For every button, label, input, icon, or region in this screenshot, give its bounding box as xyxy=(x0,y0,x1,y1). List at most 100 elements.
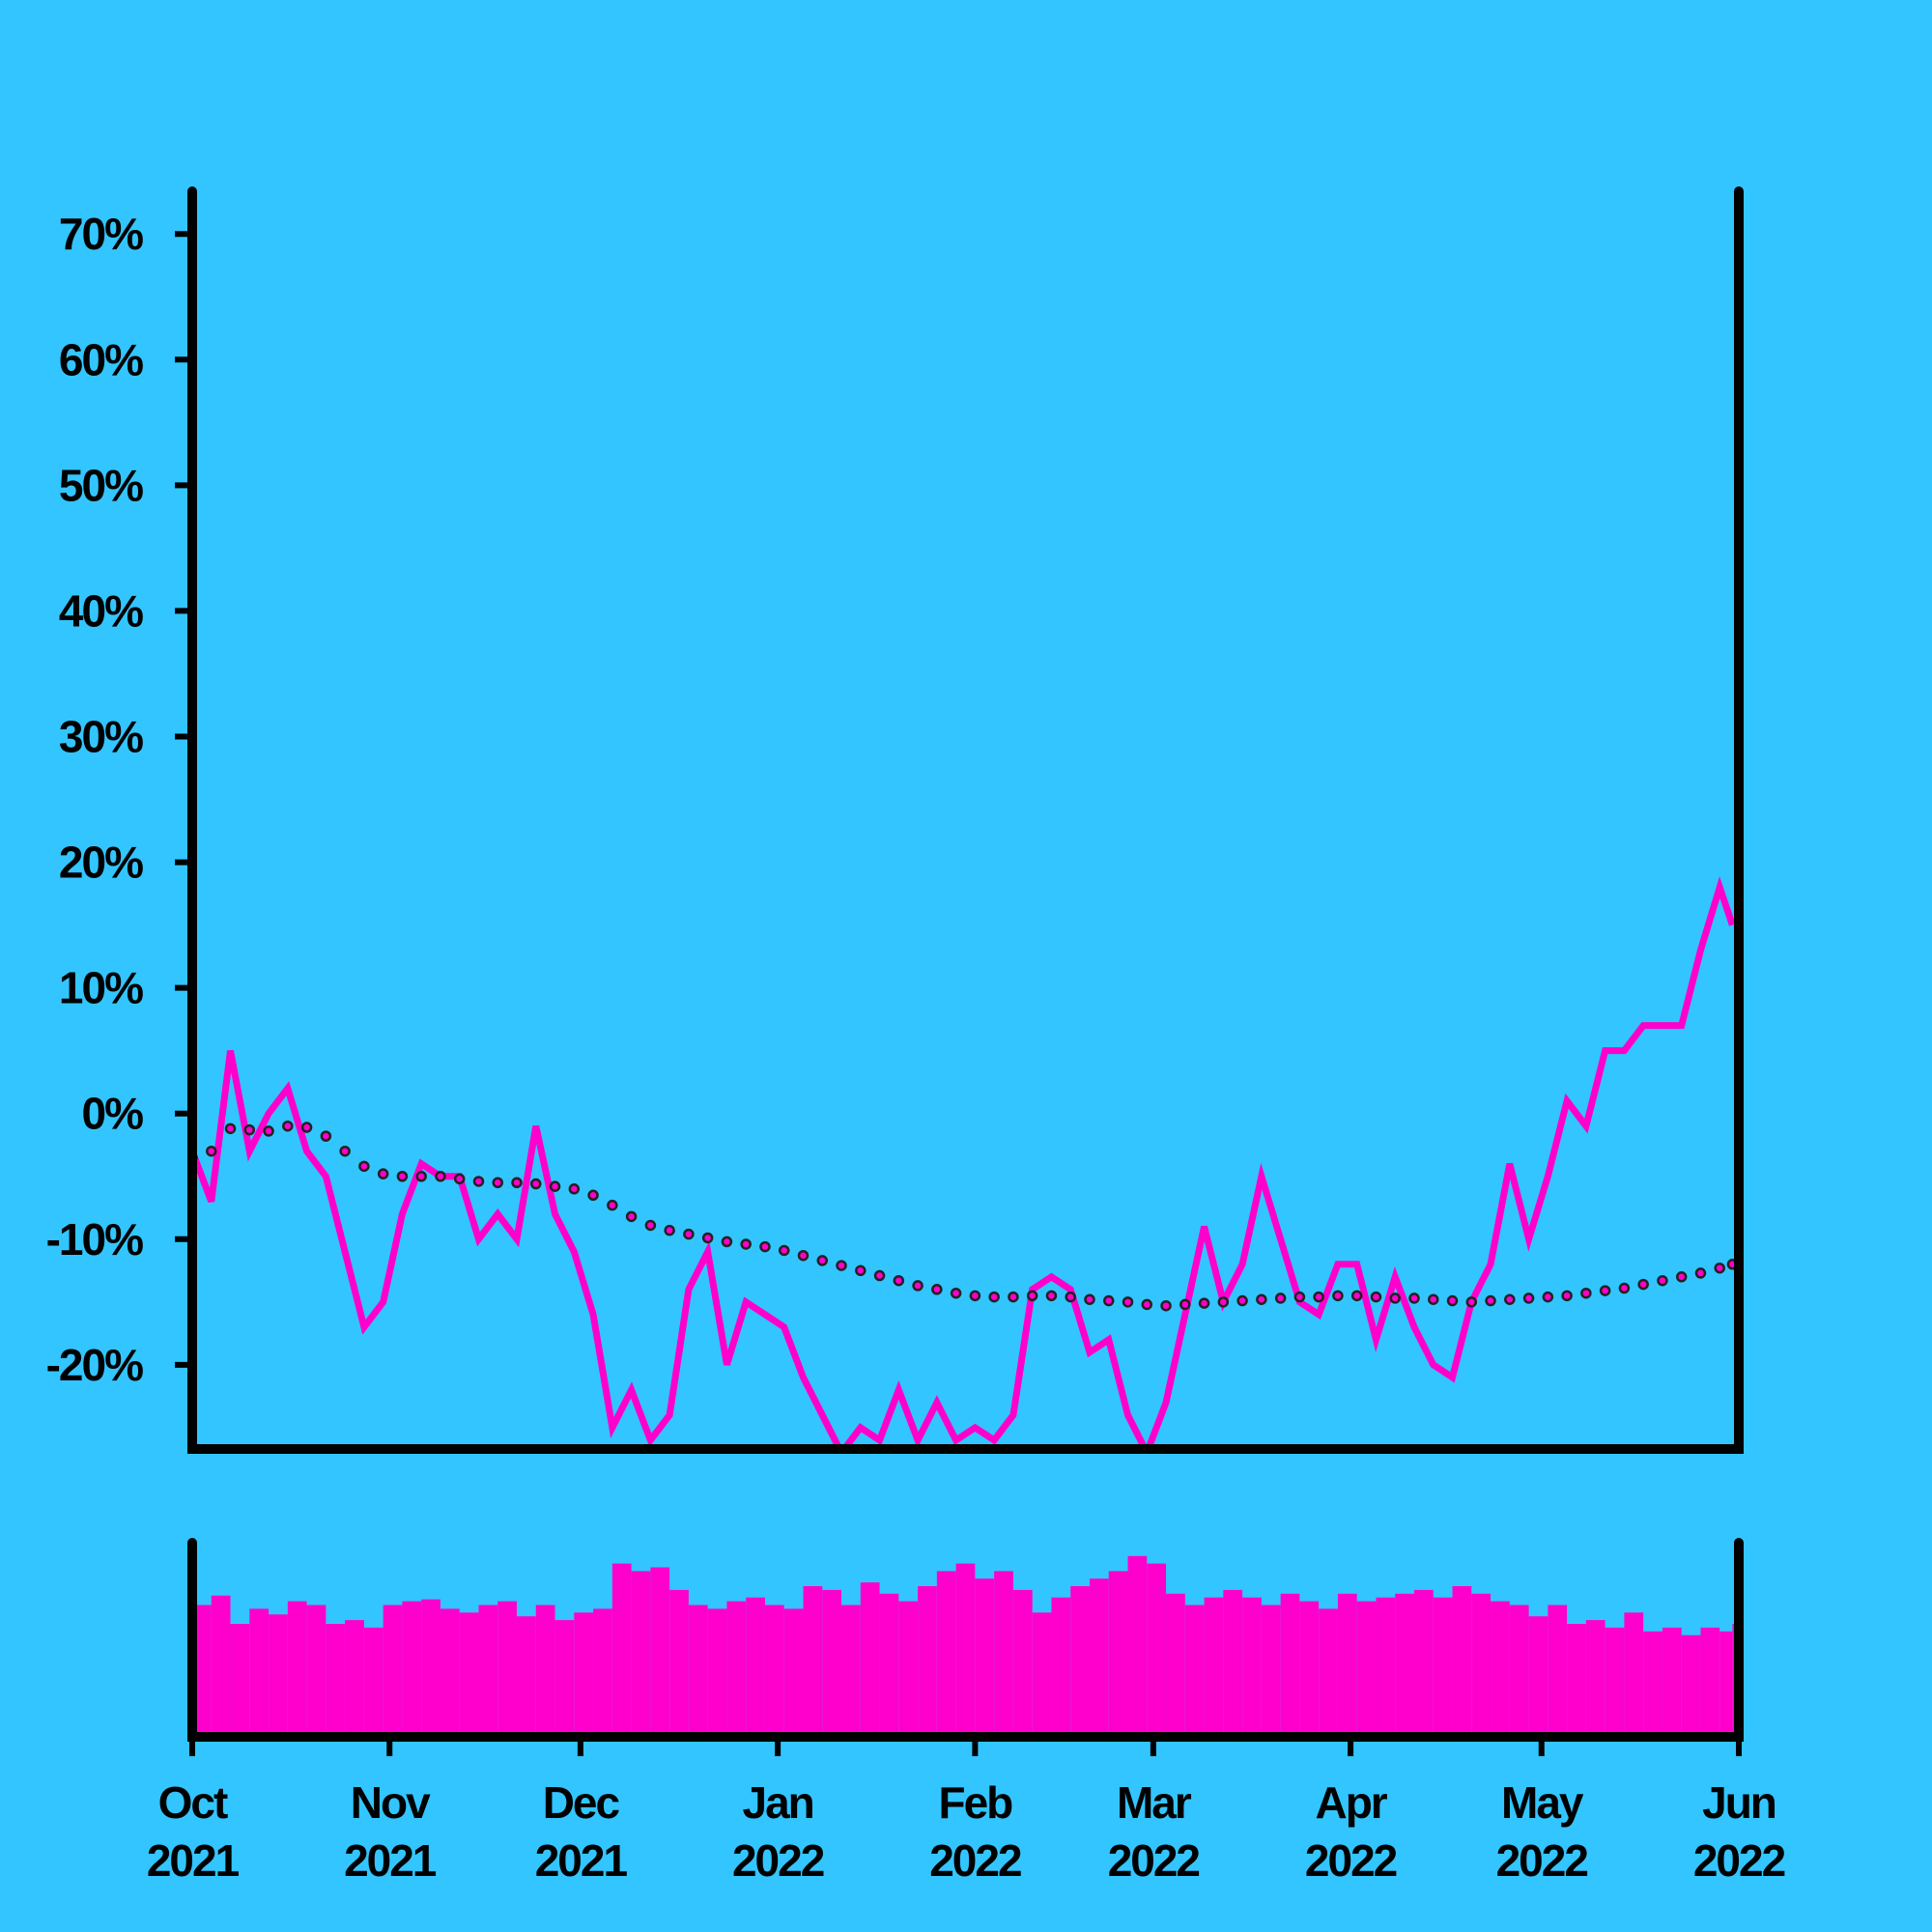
moving-average-dot xyxy=(472,1176,485,1187)
volume-bar xyxy=(726,1601,747,1737)
volume-bar xyxy=(593,1608,612,1737)
volume-bar xyxy=(1166,1593,1185,1737)
volume-bar xyxy=(517,1616,536,1737)
volume-bar xyxy=(1184,1605,1205,1737)
volume-bar xyxy=(230,1624,250,1737)
moving-average-dot xyxy=(243,1123,256,1136)
moving-average-dot xyxy=(969,1290,981,1302)
volume-bar xyxy=(211,1595,231,1737)
volume-bar xyxy=(1585,1620,1605,1737)
moving-average-dot xyxy=(415,1170,427,1182)
volume-bar xyxy=(1452,1586,1472,1737)
volume-bar xyxy=(1605,1627,1625,1737)
moving-average-dot xyxy=(701,1232,714,1244)
volume-bar xyxy=(421,1599,440,1737)
plot-area xyxy=(192,876,1739,1449)
moving-average-dot xyxy=(759,1240,771,1253)
moving-average-dot xyxy=(778,1244,790,1257)
x-tick-label: Feb 2022 xyxy=(929,1777,1021,1886)
moving-average-dot xyxy=(950,1287,962,1299)
moving-average-dot xyxy=(1026,1290,1038,1302)
moving-average-dot xyxy=(568,1183,581,1195)
volume-bar xyxy=(1147,1563,1167,1737)
volume-bar xyxy=(707,1608,727,1737)
volume-bar xyxy=(631,1571,651,1737)
y-tick-label: 20% xyxy=(59,838,143,888)
moving-average-dot xyxy=(836,1260,847,1271)
y-tick-label: 60% xyxy=(59,334,143,384)
moving-average-dot xyxy=(1236,1294,1248,1307)
volume-bar xyxy=(1280,1593,1300,1737)
volume-bar xyxy=(1337,1593,1357,1737)
volume-bar xyxy=(269,1614,288,1737)
moving-average-dot xyxy=(1675,1271,1688,1283)
volume-bar xyxy=(574,1612,594,1737)
moving-average-dot xyxy=(625,1210,638,1223)
x-tick-label: May 2022 xyxy=(1496,1777,1588,1886)
moving-average-dot xyxy=(1332,1290,1344,1302)
volume-bar xyxy=(554,1620,575,1737)
volume-bar xyxy=(1528,1616,1548,1737)
moving-average-dot xyxy=(282,1120,294,1132)
x-tick-label: Dec 2021 xyxy=(535,1777,628,1886)
moving-average-dot xyxy=(644,1219,657,1232)
moving-average-dot xyxy=(549,1180,561,1192)
moving-average-dot xyxy=(873,1269,886,1282)
volume-bar xyxy=(440,1608,460,1737)
volume-bar xyxy=(287,1601,307,1737)
volume-bar xyxy=(1204,1597,1224,1737)
volume-bar xyxy=(1089,1578,1109,1737)
moving-average-dot xyxy=(224,1122,237,1135)
volume-bar xyxy=(1242,1597,1262,1737)
volume-bar xyxy=(478,1605,498,1737)
volume-bar xyxy=(1051,1597,1071,1737)
moving-average-dot xyxy=(320,1130,332,1142)
moving-average-dot xyxy=(816,1255,829,1266)
volume-bar xyxy=(1433,1597,1453,1737)
volume-bar xyxy=(918,1586,937,1737)
y-tick-label: -20% xyxy=(46,1340,143,1390)
moving-average-dot xyxy=(1198,1297,1210,1309)
moving-average-dot xyxy=(1542,1291,1554,1303)
moving-average-dot xyxy=(1122,1296,1134,1308)
volume-frame xyxy=(187,1538,1744,1742)
moving-average-dot xyxy=(1522,1293,1535,1304)
moving-average-dot xyxy=(358,1160,370,1173)
x-tick-label: Apr 2022 xyxy=(1305,1777,1397,1886)
moving-average-dot xyxy=(1714,1262,1725,1274)
volume-bar xyxy=(383,1605,403,1737)
volume-bar xyxy=(249,1608,270,1737)
volume-bar xyxy=(1700,1627,1720,1737)
moving-average-dot xyxy=(1160,1299,1172,1312)
volume-bar xyxy=(1681,1634,1701,1737)
moving-average-dot xyxy=(1657,1274,1668,1287)
moving-average-dot xyxy=(664,1224,675,1236)
y-tick-label: 40% xyxy=(59,585,143,636)
moving-average-dot xyxy=(1637,1278,1649,1291)
volume-bar xyxy=(650,1567,670,1737)
volume-bar xyxy=(783,1608,804,1737)
volume-bar xyxy=(306,1605,327,1737)
moving-average-dot xyxy=(1102,1294,1115,1307)
volume-bar xyxy=(497,1601,518,1737)
volume-bar xyxy=(1395,1593,1414,1737)
x-tick-label: Jan 2022 xyxy=(732,1777,824,1886)
moving-average-dot xyxy=(1084,1293,1095,1305)
moving-average-dot xyxy=(893,1274,905,1287)
price-line xyxy=(192,876,1736,1449)
moving-average-dot xyxy=(492,1177,503,1189)
volume-bar xyxy=(1624,1612,1644,1737)
moving-average-dot xyxy=(1389,1293,1401,1304)
x-tick-label: Nov 2021 xyxy=(344,1777,437,1886)
volume-bar xyxy=(1643,1631,1662,1737)
volume-bar xyxy=(535,1605,555,1737)
volume-bar xyxy=(1509,1605,1529,1737)
moving-average-dot xyxy=(377,1168,389,1179)
moving-average-dot xyxy=(1008,1291,1019,1303)
moving-average-dot xyxy=(1408,1293,1420,1304)
moving-average-dot xyxy=(587,1189,599,1202)
moving-average-dot xyxy=(339,1145,351,1157)
volume-bar xyxy=(1299,1601,1320,1737)
volume-bar xyxy=(803,1586,823,1737)
